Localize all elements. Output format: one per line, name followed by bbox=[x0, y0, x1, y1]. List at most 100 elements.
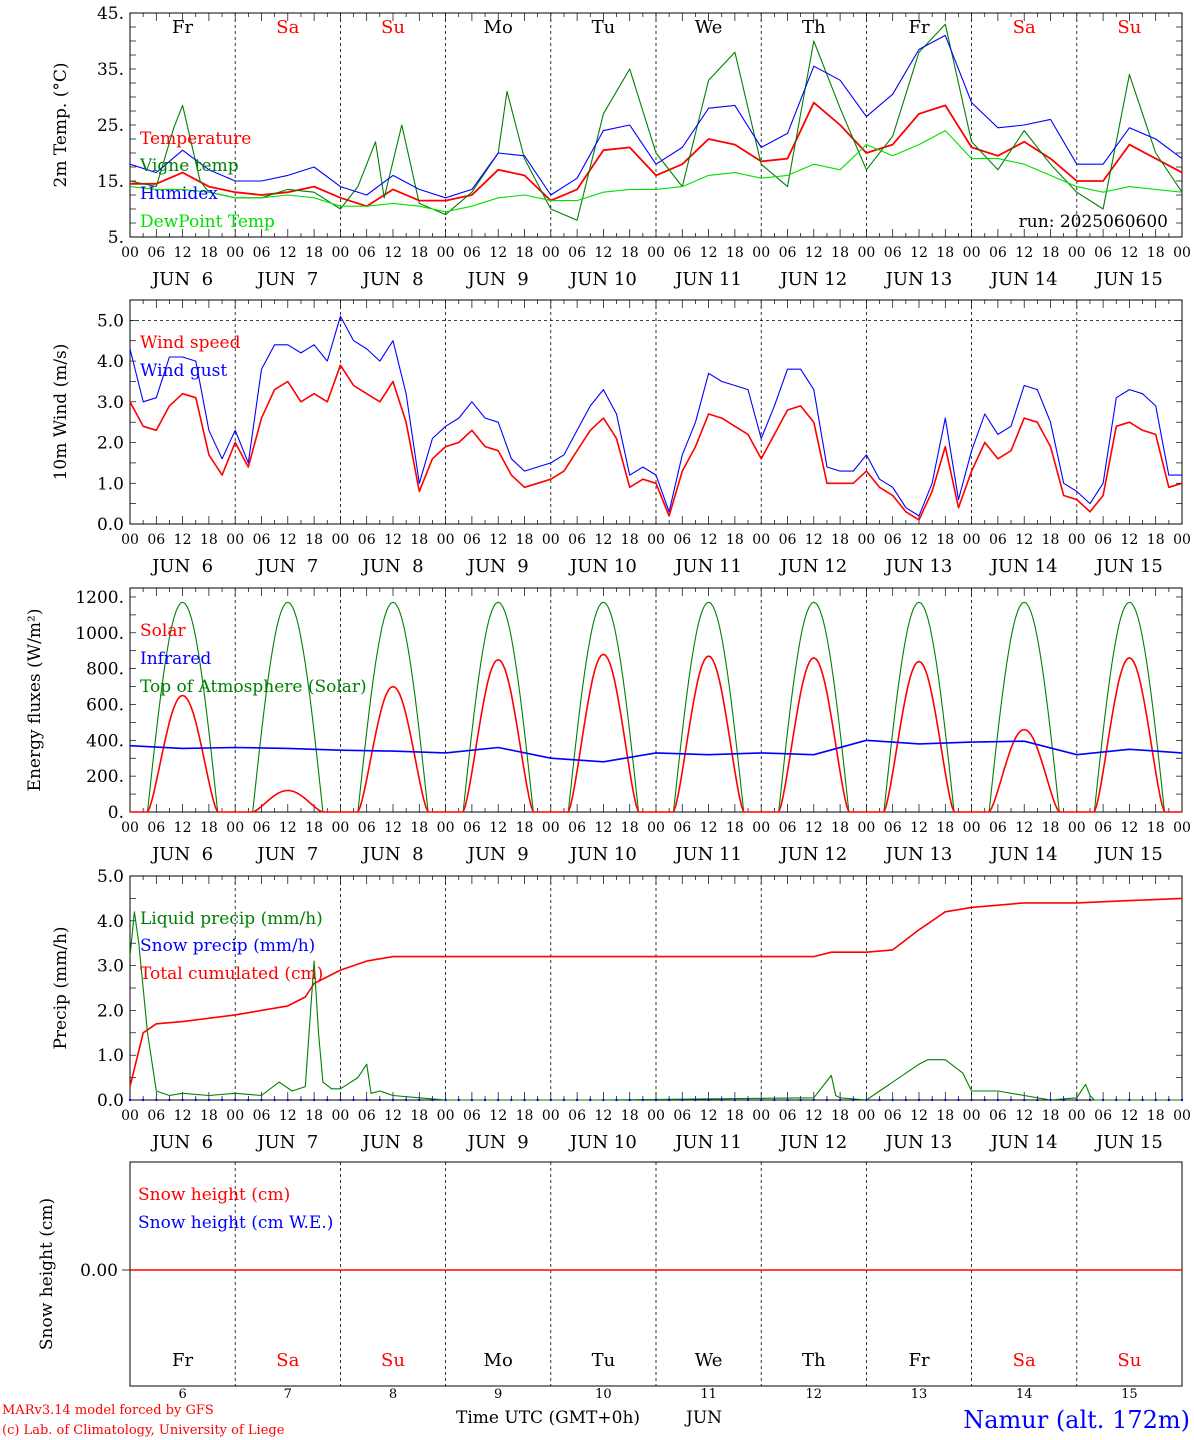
hour-tick-label: 00 bbox=[647, 820, 665, 836]
snow-precip-point bbox=[812, 1098, 815, 1102]
y-tick-label: 35. bbox=[97, 60, 124, 80]
snow-precip-point bbox=[286, 1098, 289, 1102]
date-label: JUN 9 bbox=[466, 844, 529, 865]
legend-total-cumulated: Total cumulated (cm) bbox=[140, 964, 323, 984]
hour-tick-label: 18 bbox=[936, 532, 954, 548]
snow-precip-point bbox=[602, 1098, 605, 1102]
y-tick-label: 2.0 bbox=[97, 1001, 124, 1021]
snow-precip-point bbox=[220, 1098, 224, 1102]
snow-precip-point bbox=[773, 1098, 776, 1102]
hour-tick-label: 06 bbox=[673, 1108, 691, 1124]
y-tick-label: 1.0 bbox=[97, 474, 124, 494]
hour-tick-label: 00 bbox=[752, 1108, 770, 1124]
hour-tick-label: 18 bbox=[936, 820, 954, 836]
date-label: JUN 10 bbox=[568, 1132, 637, 1153]
weekday-label-bottom: Su bbox=[1117, 1350, 1141, 1371]
hour-tick-label: 06 bbox=[147, 820, 165, 836]
snow-precip-point bbox=[391, 1098, 395, 1102]
snow-precip-point bbox=[1062, 1098, 1065, 1102]
hour-tick-label: 18 bbox=[936, 1108, 954, 1124]
series-wind-gust bbox=[129, 315, 1182, 517]
hour-tick-label: 00 bbox=[121, 1108, 139, 1124]
y-tick-label: 400. bbox=[86, 731, 124, 751]
bottom-date-label: 14 bbox=[1016, 1387, 1033, 1402]
date-label: JUN 6 bbox=[150, 1132, 213, 1153]
y-tick-label: 0.0 bbox=[97, 515, 124, 535]
hour-tick-label: 12 bbox=[1015, 245, 1033, 261]
ylabel-temp: 2m Temp. (°C) bbox=[51, 62, 71, 187]
y-tick-label: 1000. bbox=[75, 624, 124, 644]
hour-tick-label: 18 bbox=[621, 532, 639, 548]
hour-tick-label: 12 bbox=[1120, 532, 1138, 548]
y-tick-label: 5. bbox=[108, 228, 124, 248]
legend-dewpoint: DewPoint Temp bbox=[140, 212, 275, 232]
series-solar bbox=[130, 653, 1182, 813]
hour-tick-label: 00 bbox=[437, 820, 455, 836]
hour-tick-label: 12 bbox=[1015, 1108, 1033, 1124]
hour-tick-label: 18 bbox=[516, 1108, 534, 1124]
hour-tick-label: 18 bbox=[621, 820, 639, 836]
snow-precip-point bbox=[234, 1098, 237, 1102]
hour-tick-label: 18 bbox=[726, 532, 744, 548]
snow-precip-point bbox=[904, 1098, 908, 1102]
hour-tick-label: 12 bbox=[700, 1108, 718, 1124]
hour-tick-label: 00 bbox=[542, 532, 560, 548]
date-label: JUN 8 bbox=[360, 844, 423, 865]
snow-precip-point bbox=[917, 1098, 921, 1102]
date-label: JUN 11 bbox=[673, 1132, 742, 1153]
snow-precip-point bbox=[983, 1098, 986, 1102]
date-label: JUN 15 bbox=[1094, 269, 1163, 290]
date-label: JUN 11 bbox=[673, 556, 742, 577]
date-label: JUN 14 bbox=[989, 1132, 1058, 1153]
hour-tick-label: 00 bbox=[647, 1108, 665, 1124]
hour-tick-label: 06 bbox=[673, 245, 691, 261]
hour-tick-label: 00 bbox=[857, 1108, 875, 1124]
weekday-label-bottom: Sa bbox=[276, 1350, 299, 1371]
date-label: JUN 14 bbox=[989, 269, 1058, 290]
snow-precip-point bbox=[825, 1098, 829, 1102]
date-label: JUN 11 bbox=[673, 269, 742, 290]
snow-precip-point bbox=[352, 1098, 355, 1102]
hour-tick-label: 00 bbox=[857, 245, 875, 261]
hour-tick-label: 12 bbox=[594, 820, 612, 836]
hour-tick-label: 12 bbox=[279, 245, 297, 261]
bottom-date-label: 15 bbox=[1121, 1387, 1138, 1402]
hour-tick-label: 18 bbox=[726, 1108, 744, 1124]
hour-tick-label: 18 bbox=[621, 1108, 639, 1124]
hour-tick-label: 06 bbox=[358, 1108, 376, 1124]
weekday-label-bottom: Th bbox=[802, 1350, 826, 1371]
bottom-date-label: 13 bbox=[911, 1387, 928, 1402]
hour-tick-label: 00 bbox=[437, 1108, 455, 1124]
hour-tick-label: 12 bbox=[805, 245, 823, 261]
weekday-label-bottom: Su bbox=[381, 1350, 405, 1371]
snow-precip-point bbox=[838, 1098, 842, 1102]
weekday-label-bottom: Fr bbox=[908, 1350, 929, 1371]
date-label: JUN 12 bbox=[778, 269, 847, 290]
snow-precip-point bbox=[720, 1098, 723, 1102]
y-tick-label: 0.0 bbox=[97, 1091, 124, 1111]
hour-tick-label: 00 bbox=[647, 532, 665, 548]
hour-tick-label: 18 bbox=[305, 820, 323, 836]
hour-tick-label: 06 bbox=[253, 820, 271, 836]
hour-tick-label: 12 bbox=[1120, 820, 1138, 836]
hour-tick-label: 06 bbox=[779, 820, 797, 836]
hour-tick-label: 12 bbox=[174, 1108, 192, 1124]
hour-tick-label: 18 bbox=[831, 245, 849, 261]
hour-tick-label: 18 bbox=[516, 245, 534, 261]
date-label: JUN 7 bbox=[255, 269, 318, 290]
hour-tick-label: 06 bbox=[779, 532, 797, 548]
snow-precip-point bbox=[1009, 1098, 1013, 1102]
hour-tick-label: 06 bbox=[253, 1108, 271, 1124]
snow-precip-point bbox=[1075, 1098, 1079, 1102]
hour-tick-label: 00 bbox=[1173, 820, 1191, 836]
date-label: JUN 9 bbox=[466, 556, 529, 577]
snow-precip-point bbox=[299, 1098, 303, 1102]
hour-tick-label: 06 bbox=[568, 820, 586, 836]
hour-tick-label: 12 bbox=[279, 820, 297, 836]
snow-precip-point bbox=[207, 1098, 211, 1102]
date-label: JUN 7 bbox=[255, 556, 318, 577]
snow-precip-point bbox=[549, 1098, 552, 1102]
hour-tick-label: 18 bbox=[726, 245, 744, 261]
bottom-date-label: 11 bbox=[700, 1387, 717, 1402]
date-label: JUN 15 bbox=[1094, 844, 1163, 865]
